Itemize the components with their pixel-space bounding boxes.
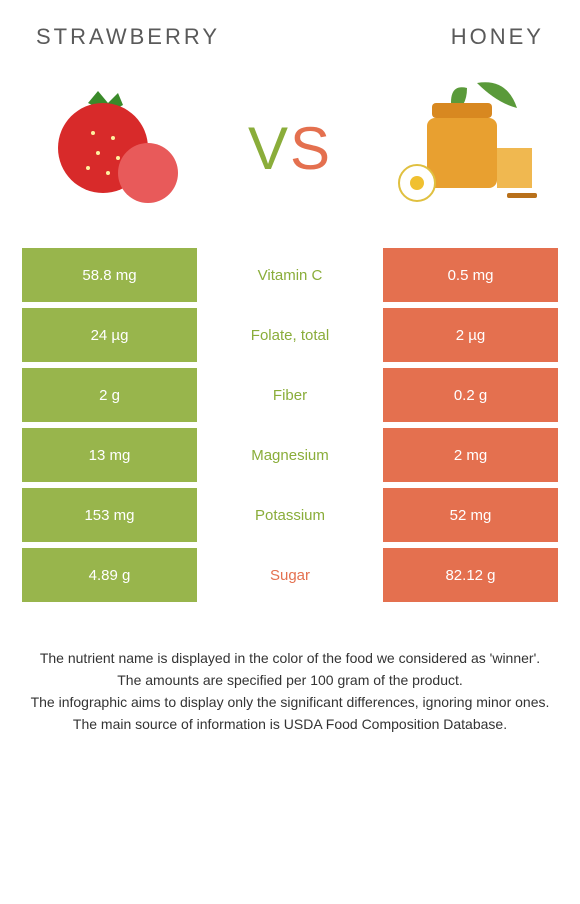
nutrient-label: Potassium: [197, 488, 383, 542]
right-value: 0.5 mg: [383, 248, 558, 302]
nutrient-label: Magnesium: [197, 428, 383, 482]
right-value: 2 µg: [383, 308, 558, 362]
footnote-line: The amounts are specified per 100 gram o…: [18, 670, 562, 691]
nutrient-label: Vitamin C: [197, 248, 383, 302]
title-right: HONEY: [451, 24, 544, 50]
table-row: 4.89 g Sugar 82.12 g: [22, 548, 558, 602]
table-row: 153 mg Potassium 52 mg: [22, 488, 558, 542]
left-value: 58.8 mg: [22, 248, 197, 302]
table-row: 2 g Fiber 0.2 g: [22, 368, 558, 422]
strawberry-image: [28, 78, 208, 218]
nutrient-label: Folate, total: [197, 308, 383, 362]
nutrient-label: Sugar: [197, 548, 383, 602]
left-value: 4.89 g: [22, 548, 197, 602]
footnote-line: The main source of information is USDA F…: [18, 714, 562, 735]
table-row: 13 mg Magnesium 2 mg: [22, 428, 558, 482]
nutrient-table: 58.8 mg Vitamin C 0.5 mg 24 µg Folate, t…: [0, 248, 580, 602]
footnote-line: The nutrient name is displayed in the co…: [18, 648, 562, 669]
right-value: 52 mg: [383, 488, 558, 542]
footnote: The nutrient name is displayed in the co…: [0, 608, 580, 735]
vs-s: S: [290, 115, 332, 182]
left-value: 2 g: [22, 368, 197, 422]
left-value: 153 mg: [22, 488, 197, 542]
table-row: 24 µg Folate, total 2 µg: [22, 308, 558, 362]
left-value: 13 mg: [22, 428, 197, 482]
vs-v: V: [248, 115, 290, 182]
footnote-line: The infographic aims to display only the…: [18, 692, 562, 713]
hero: VS: [0, 58, 580, 248]
right-value: 0.2 g: [383, 368, 558, 422]
nutrient-label: Fiber: [197, 368, 383, 422]
right-value: 82.12 g: [383, 548, 558, 602]
honey-image: [372, 78, 552, 218]
title-left: STRAWBERRY: [36, 24, 220, 50]
table-row: 58.8 mg Vitamin C 0.5 mg: [22, 248, 558, 302]
left-value: 24 µg: [22, 308, 197, 362]
header: STRAWBERRY HONEY: [0, 0, 580, 58]
right-value: 2 mg: [383, 428, 558, 482]
vs-label: VS: [248, 114, 332, 183]
